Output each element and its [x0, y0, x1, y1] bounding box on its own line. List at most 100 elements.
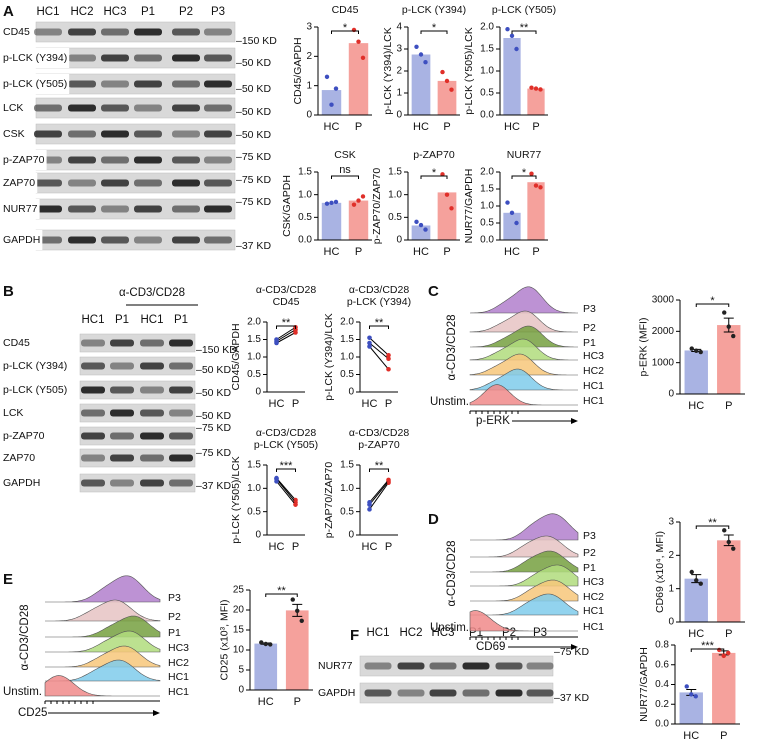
bar: [254, 643, 278, 690]
blot-strip: [79, 356, 196, 376]
y-tick-label: 15: [233, 625, 245, 636]
blot-band: [140, 362, 164, 370]
significance-label: *: [710, 295, 715, 307]
bar: [348, 200, 369, 240]
significance-bracket: [695, 525, 730, 529]
y-tick-label: 1000: [652, 357, 675, 368]
histogram-curve: [469, 310, 578, 333]
blot-band: [495, 689, 523, 697]
paired-line: [276, 481, 296, 505]
blot-marker: –50 KD: [236, 106, 271, 118]
y-tick-label: 1.5: [340, 334, 354, 345]
y-axis-label: p-LCK (Y505)/LCK: [230, 456, 242, 544]
blot-band: [68, 130, 96, 138]
blot-band: [134, 28, 162, 36]
blot-marker: –75 KD: [196, 447, 231, 459]
significance-bracket: [331, 30, 359, 34]
blot-band: [204, 205, 232, 213]
data-point: [440, 69, 445, 75]
blot-strip: [79, 448, 196, 468]
lane-label: HC1: [140, 314, 163, 326]
blot-band: [204, 236, 232, 244]
blot-band: [364, 689, 392, 697]
y-tick-label: 1: [668, 583, 674, 594]
y-tick-label: 0.5: [247, 506, 261, 517]
blot-band: [462, 689, 490, 697]
blot-band: [134, 54, 162, 62]
bar: [437, 192, 457, 240]
bar: [684, 578, 708, 622]
y-tick-label: 0: [348, 530, 354, 541]
data-point: [505, 200, 510, 205]
significance-bracket: [276, 468, 296, 472]
y-tick-label: 1.5: [480, 44, 494, 55]
paired-line: [276, 329, 296, 342]
histogram-curve: [470, 513, 579, 541]
chart-title: α-CD3/CD28: [256, 427, 316, 439]
blot-row-label: GAPDH: [3, 234, 40, 246]
data-point: [418, 52, 424, 57]
blot-band: [68, 80, 96, 88]
blot-marker: –75 KD: [236, 174, 271, 186]
paired-line: [276, 332, 296, 344]
bar: [712, 652, 736, 724]
blot-band: [68, 54, 96, 62]
y-tick-label: 0.8: [655, 640, 669, 651]
blot-band: [172, 130, 200, 138]
x-tick-label: HC: [504, 121, 520, 133]
panel-letter: A: [3, 3, 14, 20]
significance-bracket: [690, 648, 725, 652]
blot-band: [140, 479, 164, 487]
y-tick-label: 2000: [652, 326, 675, 337]
data-point: [329, 102, 334, 107]
y-tick-label: 3: [306, 22, 312, 33]
bar: [503, 212, 521, 240]
blot-marker: –50 KD: [236, 83, 271, 95]
y-tick-label: 0.0: [298, 235, 312, 246]
blot-band: [81, 339, 105, 347]
panel-letter: D: [428, 511, 439, 528]
y-tick-label: 2.0: [480, 167, 494, 178]
data-point: [290, 597, 295, 602]
panel-letter: E: [3, 571, 13, 588]
data-point: [360, 194, 366, 199]
significance-label: ***: [280, 460, 294, 472]
blot-row-label: GAPDH: [3, 477, 40, 489]
blot-band: [169, 386, 193, 394]
data-point: [293, 502, 298, 507]
bar: [285, 610, 309, 690]
data-point: [444, 192, 450, 197]
significance-label: *: [432, 167, 437, 179]
panel-letter: C: [428, 283, 439, 300]
x-tick-label: P: [443, 246, 450, 258]
blot-band: [134, 156, 162, 164]
histogram-curve: [45, 575, 161, 603]
track-label: HC1: [168, 671, 189, 683]
label-backdrop: [2, 124, 27, 144]
blot-band: [110, 362, 134, 370]
blot-band: [172, 156, 200, 164]
bar: [684, 350, 708, 394]
histogram-curve: [470, 325, 578, 348]
y-tick-label: 0: [306, 110, 312, 121]
blot-band: [495, 662, 523, 670]
blot-marker: –150 KD: [196, 344, 237, 356]
blot-band: [526, 662, 554, 670]
y-tick-label: 1.0: [480, 66, 494, 77]
label-backdrop: [2, 173, 38, 193]
blot-band: [429, 662, 457, 670]
lane-label: HC2: [399, 627, 422, 639]
data-point: [505, 27, 510, 32]
significance-bracket: [420, 30, 448, 34]
paired-line: [369, 482, 389, 510]
paired-line: [369, 479, 389, 503]
blot-band: [134, 205, 162, 213]
blot-marker: –37 KD: [554, 692, 589, 704]
blot-marker: –75 KD: [236, 151, 271, 163]
data-point: [324, 74, 330, 80]
label-backdrop: [2, 74, 70, 94]
blot-band: [172, 205, 200, 213]
data-point: [367, 344, 372, 349]
chart-title: p-ZAP70: [413, 149, 455, 161]
y-tick-label: 0: [238, 685, 244, 696]
